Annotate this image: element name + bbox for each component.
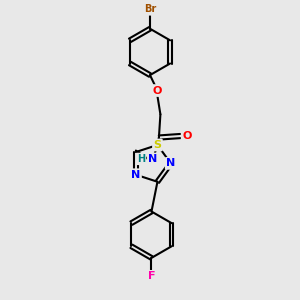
Text: O: O	[182, 131, 191, 141]
Text: O: O	[153, 85, 162, 96]
Text: Br: Br	[144, 4, 156, 14]
Text: F: F	[148, 271, 155, 281]
Text: N: N	[166, 158, 176, 168]
Text: N: N	[131, 170, 140, 180]
Text: H: H	[137, 154, 145, 164]
Text: S: S	[154, 140, 161, 150]
Text: N: N	[148, 154, 158, 164]
